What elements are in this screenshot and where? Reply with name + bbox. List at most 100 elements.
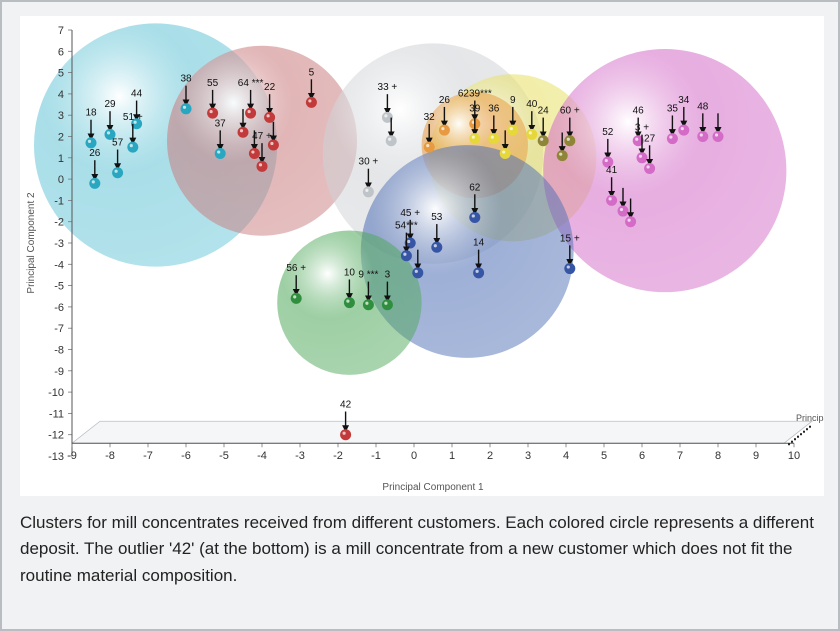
point-highlight bbox=[92, 180, 95, 183]
point-highlight bbox=[210, 110, 213, 113]
y-tick-label: -7 bbox=[54, 323, 64, 335]
x-axis-title: Principal Component 1 bbox=[382, 482, 484, 493]
y-tick-label: -1 bbox=[54, 195, 64, 207]
point-label: 34 bbox=[678, 95, 690, 106]
y-tick-label: -6 bbox=[54, 302, 64, 314]
data-point bbox=[538, 135, 549, 146]
data-point bbox=[507, 125, 518, 136]
data-point bbox=[564, 263, 575, 274]
point-highlight bbox=[567, 265, 570, 268]
y-tick-label: -2 bbox=[54, 217, 64, 229]
point-label: 9 bbox=[510, 95, 516, 106]
point-label: 15 + bbox=[560, 233, 580, 244]
x-tick-label: 4 bbox=[563, 450, 569, 462]
data-point bbox=[382, 299, 393, 310]
point-highlight bbox=[384, 114, 387, 117]
point-highlight bbox=[540, 138, 543, 141]
point-highlight bbox=[434, 244, 437, 247]
point-label: 27 bbox=[644, 133, 656, 144]
y-tick-label: -8 bbox=[54, 345, 64, 357]
point-label: 44 bbox=[131, 89, 143, 100]
point-highlight bbox=[605, 159, 608, 162]
x-tick-label: 5 bbox=[601, 450, 607, 462]
z-depth-tick bbox=[788, 443, 790, 445]
data-point bbox=[264, 112, 275, 123]
point-label: 10 bbox=[344, 267, 356, 278]
data-point bbox=[526, 129, 537, 140]
point-highlight bbox=[343, 432, 346, 435]
point-label: 60 + bbox=[560, 106, 580, 117]
point-label: 55 bbox=[207, 78, 219, 89]
point-highlight bbox=[346, 300, 349, 303]
data-point bbox=[257, 161, 268, 172]
point-label: 6239*** bbox=[458, 89, 492, 100]
data-point bbox=[564, 135, 575, 146]
y-tick-label: -4 bbox=[54, 259, 64, 271]
x-tick-label: 3 bbox=[525, 450, 531, 462]
z-depth-tick bbox=[803, 431, 805, 433]
point-label: 37 bbox=[215, 118, 227, 129]
point-label: 33 + bbox=[378, 82, 398, 93]
point-highlight bbox=[365, 302, 368, 305]
y-tick-label: -12 bbox=[48, 430, 64, 442]
point-label: 42 bbox=[340, 400, 352, 411]
x-tick-label: -3 bbox=[295, 450, 305, 462]
y-tick-label: 5 bbox=[58, 68, 64, 80]
point-highlight bbox=[388, 138, 391, 141]
x-tick-label: -1 bbox=[371, 450, 381, 462]
x-tick-label: 6 bbox=[639, 450, 645, 462]
point-highlight bbox=[669, 136, 672, 139]
point-label: 26 bbox=[89, 148, 101, 159]
point-label: 38 bbox=[180, 74, 192, 85]
x-tick-label: 0 bbox=[411, 450, 417, 462]
data-point bbox=[386, 135, 397, 146]
point-highlight bbox=[476, 270, 479, 273]
point-label: 22 bbox=[264, 82, 276, 93]
data-point bbox=[618, 206, 629, 217]
data-point bbox=[667, 133, 678, 144]
data-point bbox=[439, 125, 450, 136]
point-label: 40 bbox=[526, 99, 538, 110]
point-highlight bbox=[426, 144, 429, 147]
z-depth-tick bbox=[794, 438, 796, 440]
point-label: 32 bbox=[424, 112, 436, 123]
data-point bbox=[89, 178, 100, 189]
data-point bbox=[557, 150, 568, 161]
point-highlight bbox=[308, 99, 311, 102]
point-label: 30 + bbox=[359, 157, 379, 168]
data-point bbox=[431, 242, 442, 253]
point-highlight bbox=[130, 144, 133, 147]
point-label: 64 *** bbox=[238, 78, 264, 89]
y-tick-label: 6 bbox=[58, 46, 64, 58]
point-highlight bbox=[217, 150, 220, 153]
point-label: 53 bbox=[431, 212, 443, 223]
point-highlight bbox=[491, 136, 494, 139]
data-point bbox=[238, 127, 249, 138]
point-highlight bbox=[472, 136, 475, 139]
point-label: 26 bbox=[439, 95, 451, 106]
point-highlight bbox=[407, 240, 410, 243]
point-highlight bbox=[620, 208, 623, 211]
point-label: 39 bbox=[469, 103, 481, 114]
z-depth-tick bbox=[791, 441, 793, 443]
point-highlight bbox=[700, 133, 703, 136]
point-highlight bbox=[240, 129, 243, 132]
y-tick-label: -9 bbox=[54, 366, 64, 378]
point-highlight bbox=[635, 138, 638, 141]
x-tick-label: 1 bbox=[449, 450, 455, 462]
point-highlight bbox=[681, 127, 684, 130]
point-highlight bbox=[529, 131, 532, 134]
data-point bbox=[606, 195, 617, 206]
y-axis-title: Principal Component 2 bbox=[26, 192, 37, 294]
point-label: 29 bbox=[104, 99, 116, 110]
point-highlight bbox=[107, 131, 110, 134]
data-point bbox=[625, 216, 636, 227]
point-label: 47 + bbox=[252, 131, 272, 142]
point-label: 3 + bbox=[635, 123, 649, 134]
data-point bbox=[469, 133, 480, 144]
y-tick-label: 7 bbox=[58, 25, 64, 37]
point-highlight bbox=[384, 302, 387, 305]
y-tick-label: 4 bbox=[58, 89, 64, 101]
data-point bbox=[215, 148, 226, 159]
point-label: 5 bbox=[309, 67, 315, 78]
